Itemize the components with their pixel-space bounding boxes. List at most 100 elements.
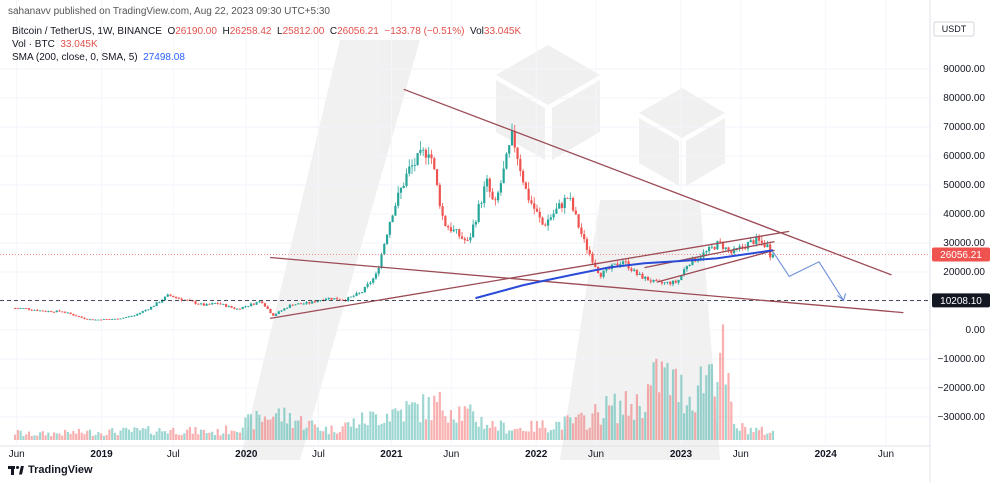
candle-body [158, 302, 161, 304]
open-value: 26190.00 [175, 26, 217, 37]
volume-bar [683, 413, 686, 440]
volume-bar [38, 432, 42, 440]
candle-body [174, 297, 178, 298]
volume-bar [410, 402, 414, 440]
candle-body [399, 188, 403, 193]
candle-body [205, 303, 208, 306]
volume-bar [197, 434, 200, 440]
candle-body [122, 317, 125, 319]
volume-bar [510, 430, 514, 440]
candle-body [619, 264, 622, 266]
candle-body [352, 295, 355, 297]
volume-bar [616, 423, 619, 440]
volume-bar [474, 421, 478, 440]
candle-body [566, 197, 569, 199]
volume-bar [277, 408, 280, 440]
tradingview-logo[interactable]: TradingView [8, 464, 93, 476]
volume-bar [105, 434, 108, 440]
candle-body [613, 263, 616, 265]
candle-body [385, 234, 389, 244]
volume-bar [666, 363, 669, 440]
candle-body [488, 178, 491, 192]
volume-bar [33, 435, 36, 440]
candle-body [688, 265, 691, 267]
volume-bar [47, 432, 50, 440]
candle-body [422, 149, 425, 151]
volume-bar [36, 435, 39, 440]
volume-bar [433, 395, 436, 440]
candle-body [683, 269, 686, 275]
candle-body [94, 319, 97, 321]
volume-bar [86, 430, 89, 440]
candle-body [152, 306, 155, 307]
volume-bar [594, 404, 597, 440]
vol-line-label: Vol · BTC [12, 39, 55, 50]
volume-bar [552, 429, 555, 440]
candle-body [494, 199, 497, 201]
volume-bar [330, 425, 333, 440]
candle-body [641, 273, 644, 279]
candle-body [502, 168, 505, 184]
volume-bar [533, 431, 536, 440]
candle-body [516, 147, 519, 160]
volume-bar [219, 435, 222, 440]
volume-bar [113, 432, 117, 440]
candle-body [713, 246, 716, 250]
volume-bar [294, 420, 297, 440]
candle-body [480, 203, 483, 205]
volume-bar [13, 434, 17, 440]
volume-bar [460, 420, 464, 440]
y-tick-label: −20000.00 [937, 383, 985, 394]
candle-body [469, 237, 472, 241]
candle-body [685, 266, 688, 270]
vol-label: Vol [470, 26, 484, 37]
volume-bar [472, 411, 475, 440]
candle-body [405, 173, 408, 186]
candle-body [166, 294, 169, 297]
candle-body [447, 226, 450, 228]
volume-bar [399, 409, 403, 440]
candle-body [102, 319, 106, 320]
volume-bar [319, 430, 322, 440]
volume-legend: Vol · BTC 33.045K [12, 39, 98, 50]
candle-body [69, 312, 72, 315]
volume-bar [549, 430, 552, 440]
candle-body [224, 304, 228, 307]
volume-bar [577, 414, 580, 440]
volume-bar [613, 393, 616, 440]
candle-body [222, 304, 225, 305]
candle-body [633, 269, 636, 271]
candle-body [147, 309, 150, 311]
volume-bar [674, 368, 677, 440]
candle-body [569, 197, 572, 199]
volume-bar [327, 434, 330, 440]
x-tick-label: 2022 [525, 449, 548, 460]
trend-drawings[interactable] [0, 88, 930, 320]
volume-bar [488, 427, 491, 440]
candle-body [580, 227, 583, 235]
volume-bar [155, 431, 158, 440]
candle-body [138, 312, 142, 315]
volume-bar [713, 396, 716, 440]
candle-body [505, 153, 508, 169]
candle-body [666, 281, 669, 283]
volume-bar [72, 431, 75, 440]
volume-bar [199, 429, 203, 440]
volume-bar [133, 427, 136, 440]
projection-arrowhead [837, 293, 847, 302]
volume-bar [236, 431, 239, 440]
volume-bar [233, 430, 236, 440]
watermark-logo [240, 40, 725, 460]
volume-bar [341, 426, 344, 440]
volume-bar [247, 414, 250, 440]
volume-bar [88, 429, 92, 440]
volume-bar [283, 407, 286, 440]
candle-body [249, 303, 253, 307]
low-label: L [277, 26, 283, 37]
candle-body [150, 306, 153, 310]
candle-body [522, 170, 525, 183]
candle-body [533, 203, 536, 209]
volume-bar [108, 429, 111, 440]
